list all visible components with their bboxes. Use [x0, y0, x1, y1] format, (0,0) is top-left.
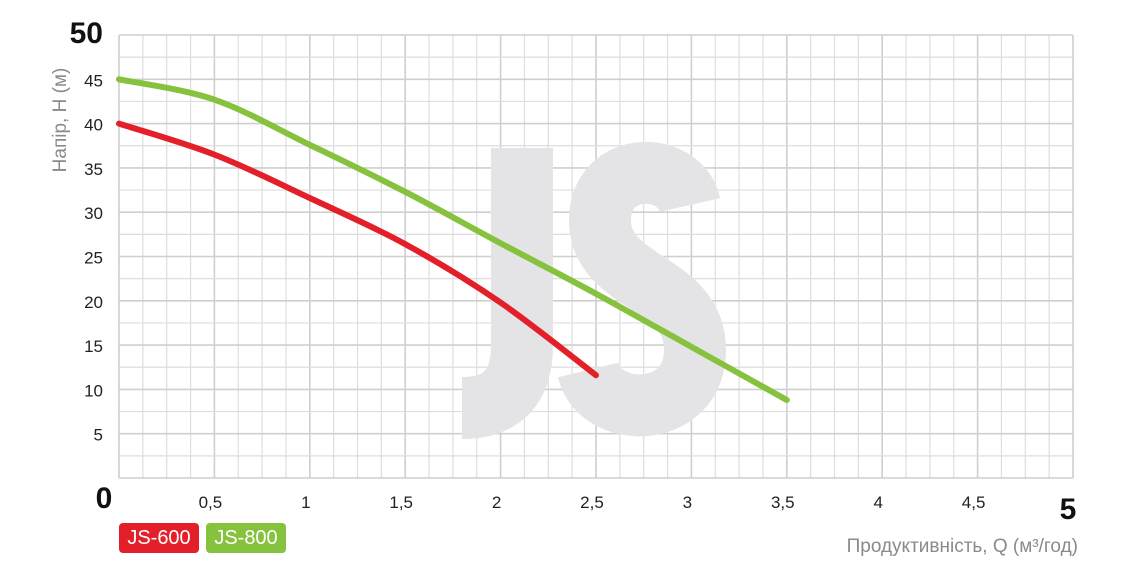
y-tick-label: 25 [84, 249, 103, 268]
legend-js-600: JS-600 [119, 523, 199, 553]
x-tick-label: 2,5 [580, 493, 604, 512]
watermark-logo [460, 142, 727, 439]
x-tick-label: 3 [683, 493, 692, 512]
y-tick-label: 5 [94, 426, 103, 445]
x-tick-label: 1 [301, 493, 310, 512]
legend-js-800: JS-800 [206, 523, 286, 553]
watermark-letter-j [460, 148, 553, 439]
x-tick-label: 1,5 [389, 493, 413, 512]
series-line-js-600 [116, 120, 599, 379]
y-tick-label: 35 [84, 160, 103, 179]
x-tick-label: 5 [1060, 493, 1077, 526]
y-axis-label: Напір, Н (м) [50, 68, 71, 173]
x-tick-label: 4,5 [962, 493, 986, 512]
y-tick-label: 45 [84, 71, 103, 90]
series [116, 76, 790, 404]
y-tick-label: 10 [84, 381, 103, 400]
series-line-js-800 [116, 76, 790, 404]
y-tick-label: 40 [84, 116, 103, 135]
watermark-letter-s [557, 142, 727, 437]
x-tick-label: 3,5 [771, 493, 795, 512]
y-tick-label: 30 [84, 204, 103, 223]
x-tick-label: 4 [873, 493, 882, 512]
y-tick-label: 50 [70, 17, 103, 50]
tick-labels: 0 0,5 1 1,5 2 2,5 3 3,5 4 4,5 5 5 10 15 20 25 30 35 40 45 50 [70, 17, 1077, 526]
y-tick-label: 15 [84, 337, 103, 356]
x-tick-label: 2 [492, 493, 501, 512]
x-tick-label: 0,5 [199, 493, 223, 512]
x-tick-label: 0 [96, 482, 113, 515]
y-tick-label: 20 [84, 293, 103, 312]
x-axis-label: Продуктивність, Q (м³/год) [847, 536, 1078, 557]
